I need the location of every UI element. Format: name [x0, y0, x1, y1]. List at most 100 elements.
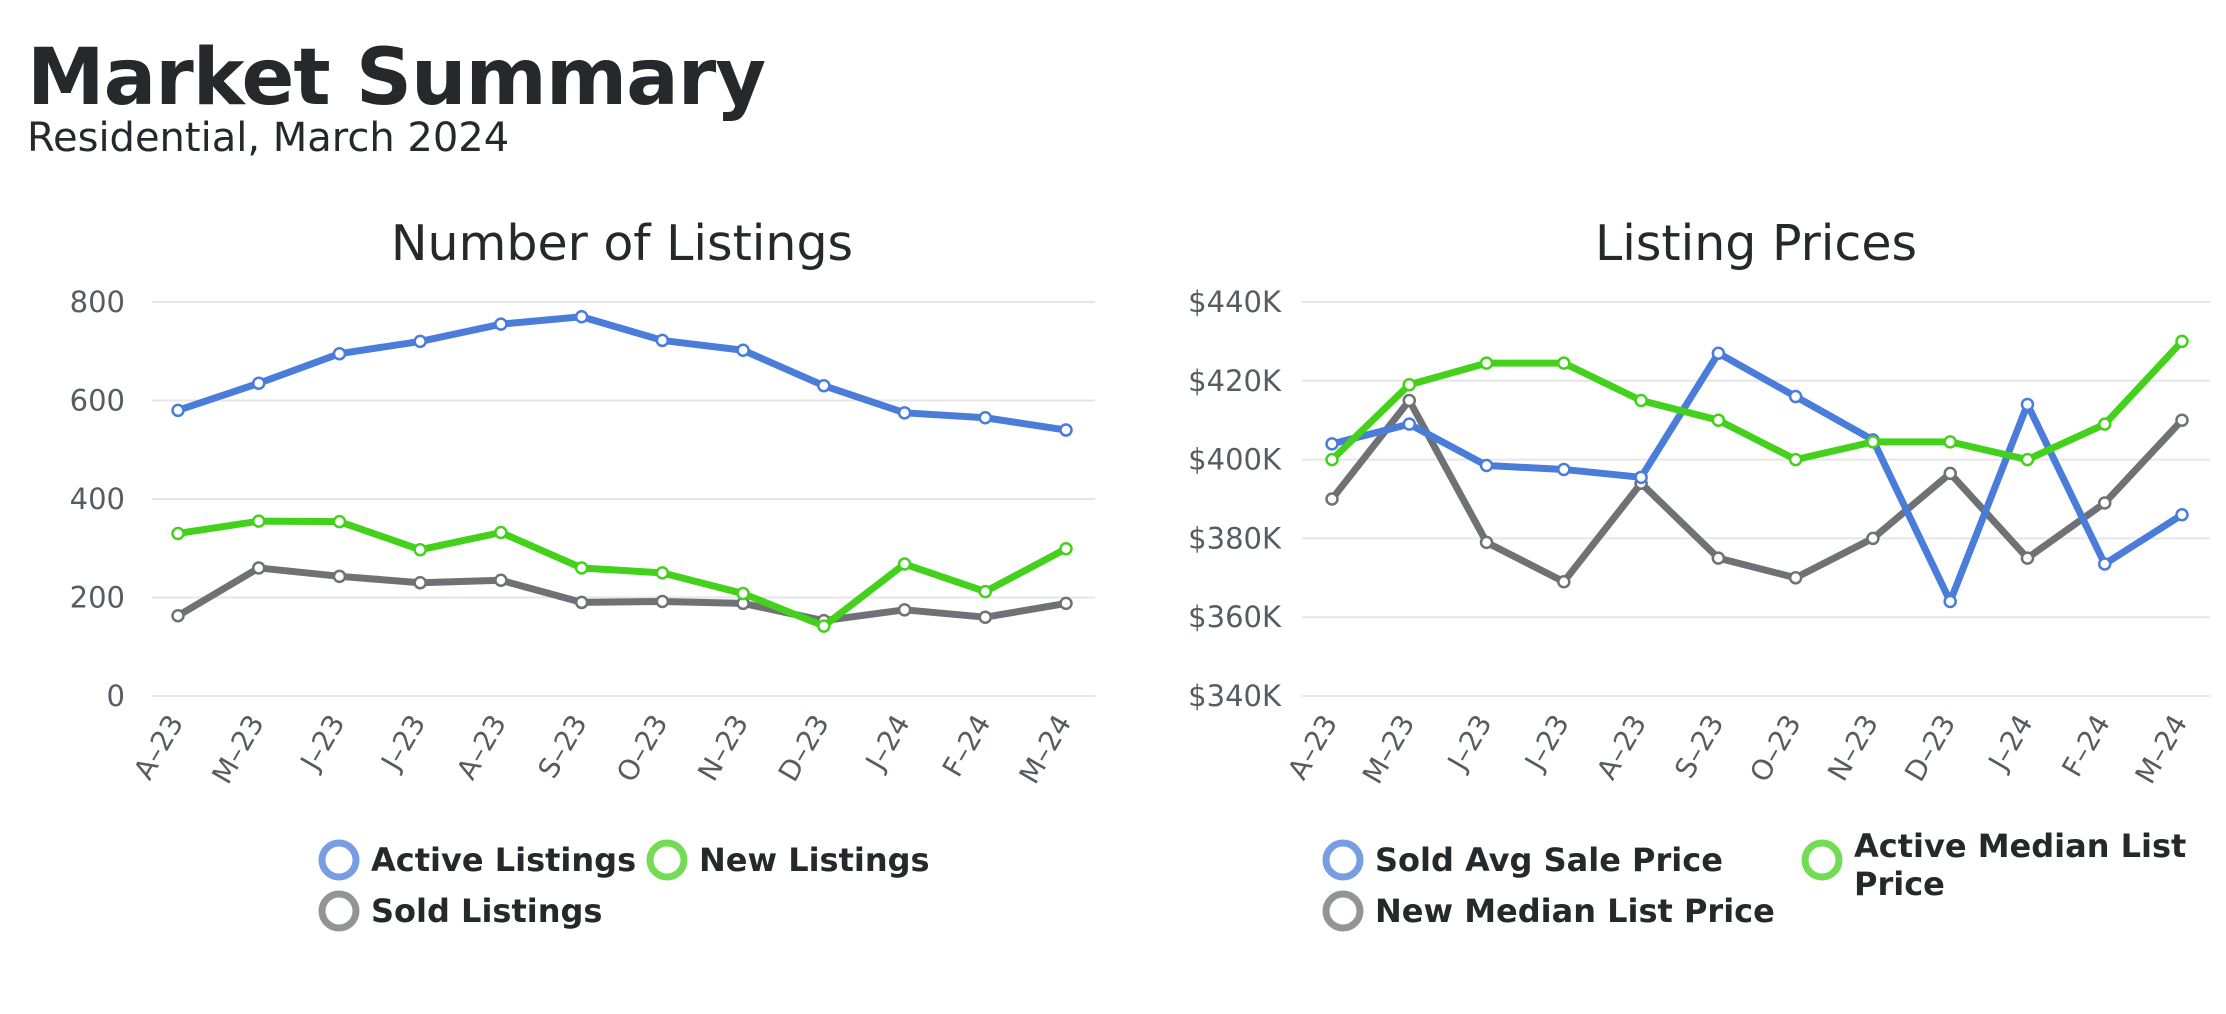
data-point[interactable] [1479, 356, 1494, 370]
data-point[interactable] [332, 346, 347, 361]
x-tick-label: O–23 [610, 709, 674, 788]
legend-item-sold-avg-sale-price[interactable]: Sold Avg Sale Price [1322, 839, 1723, 881]
legend-label: Sold Listings [371, 892, 602, 930]
data-point[interactable] [897, 603, 912, 617]
data-point[interactable] [1866, 435, 1880, 449]
data-point[interactable] [413, 542, 427, 557]
data-point[interactable] [1402, 417, 1417, 431]
data-point[interactable] [2097, 557, 2112, 571]
data-point[interactable] [413, 575, 427, 590]
data-point[interactable] [2175, 413, 2189, 427]
data-point[interactable] [2020, 452, 2035, 467]
data-point[interactable] [1943, 435, 1957, 449]
page-title: Market Summary [27, 33, 766, 123]
data-point[interactable] [1711, 346, 1726, 360]
data-point[interactable] [574, 310, 589, 324]
series-line-sold-avg-sale-price [1328, 349, 2186, 605]
legend-item-active-listings[interactable]: Active Listings [318, 839, 636, 881]
x-tick-label: J–23 [1517, 709, 1576, 777]
data-point[interactable] [171, 608, 185, 623]
data-point[interactable] [574, 561, 589, 575]
data-point[interactable] [332, 569, 347, 584]
data-point[interactable] [1402, 377, 1417, 392]
grid [152, 301, 1095, 697]
data-point[interactable] [2020, 397, 2035, 412]
data-point[interactable] [2020, 551, 2035, 565]
x-tick-label: F–24 [936, 709, 997, 782]
x-tick-label: A–23 [1590, 709, 1653, 785]
data-point[interactable] [251, 514, 266, 528]
data-point[interactable] [1943, 594, 1957, 609]
data-point[interactable] [1479, 458, 1494, 473]
data-point[interactable] [1402, 393, 1417, 408]
data-point[interactable] [1634, 393, 1648, 408]
x-tick-label: M–24 [1013, 709, 1078, 789]
data-point[interactable] [978, 584, 993, 599]
data-point[interactable] [171, 403, 185, 418]
data-point[interactable] [1557, 356, 1571, 370]
data-point[interactable] [1325, 492, 1339, 506]
data-point[interactable] [1059, 423, 1073, 437]
data-point[interactable] [1325, 437, 1339, 451]
y-axis: $340K $360K $380K $400K $420K $440K [1188, 285, 1282, 713]
data-point[interactable] [494, 525, 508, 540]
legend-label: New Listings [699, 841, 930, 879]
series-active-median-list-price [1325, 334, 2189, 467]
data-point[interactable] [2175, 508, 2189, 522]
x-tick-label: A–23 [1281, 709, 1344, 785]
data-point[interactable] [2097, 417, 2112, 431]
data-point[interactable] [1943, 466, 1957, 481]
data-point[interactable] [655, 594, 670, 609]
data-point[interactable] [736, 586, 750, 601]
data-point[interactable] [574, 595, 589, 610]
data-point[interactable] [494, 317, 508, 331]
data-point[interactable] [332, 514, 347, 529]
data-point[interactable] [251, 561, 266, 575]
x-tick-label: S–23 [531, 709, 593, 784]
legend-item-active-median-list-price[interactable]: Active Median List Price [1801, 827, 2186, 903]
data-point[interactable] [817, 378, 831, 393]
data-point[interactable] [1325, 452, 1339, 467]
chart-title: Number of Listings [391, 215, 853, 272]
data-point[interactable] [1788, 389, 1803, 404]
x-tick-label: M–23 [205, 709, 270, 789]
data-point[interactable] [2097, 496, 2112, 510]
data-point[interactable] [736, 343, 750, 358]
data-point[interactable] [171, 526, 185, 541]
data-point[interactable] [897, 406, 912, 420]
data-point[interactable] [1557, 462, 1571, 477]
data-point[interactable] [251, 376, 266, 391]
data-point[interactable] [817, 619, 831, 633]
data-point[interactable] [413, 334, 427, 349]
data-point[interactable] [897, 557, 912, 571]
x-tick-label: J–23 [293, 709, 352, 777]
legend-marker-icon [1322, 839, 1364, 881]
y-axis: 0 200 400 600 800 [70, 285, 125, 713]
x-tick-label: O–23 [1743, 709, 1807, 788]
data-point[interactable] [1711, 413, 1726, 427]
legend-label: New Median List Price [1375, 892, 1775, 930]
data-point[interactable] [655, 566, 670, 580]
legend-marker-icon [318, 890, 360, 932]
data-point[interactable] [1479, 535, 1494, 550]
prices-chart: Listing Prices $340K $360K $380K $400K $420K… [1188, 215, 2210, 932]
legend-item-new-listings[interactable]: New Listings [646, 839, 930, 881]
data-point[interactable] [1059, 596, 1073, 611]
data-point[interactable] [978, 610, 993, 624]
y-tick-label: $360K [1188, 600, 1282, 634]
data-point[interactable] [1788, 452, 1803, 467]
legend-item-new-median-list-price[interactable]: New Median List Price [1322, 890, 1775, 932]
data-point[interactable] [1788, 571, 1803, 585]
data-point[interactable] [1557, 574, 1571, 589]
data-point[interactable] [1711, 551, 1726, 565]
data-point[interactable] [494, 573, 508, 588]
data-point[interactable] [1634, 470, 1648, 485]
data-point[interactable] [2175, 334, 2189, 349]
data-point[interactable] [655, 333, 670, 348]
data-point[interactable] [978, 410, 993, 425]
legend-item-sold-listings[interactable]: Sold Listings [318, 890, 602, 932]
data-point[interactable] [1059, 541, 1073, 556]
series-group [171, 310, 1073, 633]
data-point[interactable] [1866, 531, 1880, 546]
series-sold-avg-sale-price [1325, 346, 2189, 609]
